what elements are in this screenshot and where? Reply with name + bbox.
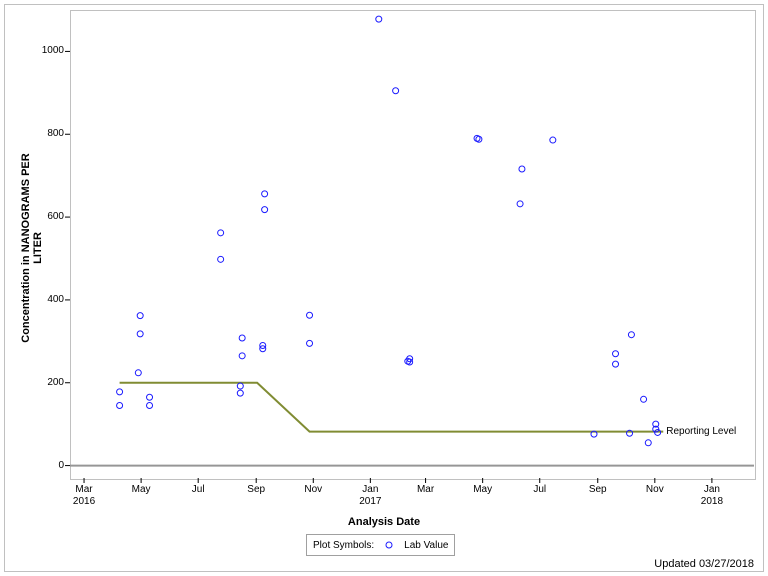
legend: Plot Symbols: Lab Value	[306, 534, 455, 556]
x-tick-label: Nov	[293, 484, 333, 495]
data-point	[137, 331, 143, 337]
x-tick-sublabel: 2018	[692, 496, 732, 507]
y-axis-label: Concentration in NANOGRAMS PER LITER	[20, 138, 44, 358]
y-tick-label: 600	[24, 211, 64, 222]
data-point	[135, 370, 141, 376]
data-point	[218, 230, 224, 236]
x-tick-label: Jul	[520, 484, 560, 495]
data-point	[218, 256, 224, 262]
data-point	[393, 88, 399, 94]
x-tick-label: Jul	[178, 484, 218, 495]
data-point	[147, 403, 153, 409]
y-tick-label: 1000	[24, 45, 64, 56]
x-tick-label: Mar	[406, 484, 446, 495]
data-point	[613, 351, 619, 357]
y-tick-label: 0	[24, 460, 64, 471]
chart-container: Concentration in NANOGRAMS PER LITER Ana…	[0, 0, 768, 576]
data-point	[239, 353, 245, 359]
legend-item-label: Lab Value	[404, 540, 448, 551]
updated-text: Updated 03/27/2018	[654, 558, 754, 570]
data-point	[117, 403, 123, 409]
x-tick-label: Jan	[350, 484, 390, 495]
reporting-level-label: Reporting Level	[666, 426, 736, 437]
data-point	[262, 191, 268, 197]
data-point	[519, 166, 525, 172]
data-point	[237, 390, 243, 396]
x-tick-label: Jan	[692, 484, 732, 495]
data-point	[613, 361, 619, 367]
data-point	[239, 335, 245, 341]
data-point	[307, 340, 313, 346]
data-point	[237, 383, 243, 389]
data-point	[550, 137, 556, 143]
legend-marker	[382, 538, 396, 552]
x-tick-label: May	[121, 484, 161, 495]
data-point	[307, 312, 313, 318]
x-tick-sublabel: 2016	[64, 496, 104, 507]
x-axis-label: Analysis Date	[0, 516, 768, 528]
y-tick-label: 800	[24, 128, 64, 139]
data-point	[517, 201, 523, 207]
x-tick-label: Sep	[578, 484, 618, 495]
y-tick-label: 400	[24, 294, 64, 305]
data-point	[628, 332, 634, 338]
x-tick-label: Sep	[236, 484, 276, 495]
reference-line	[120, 383, 664, 432]
x-tick-label: Mar	[64, 484, 104, 495]
data-point	[147, 394, 153, 400]
data-point	[641, 396, 647, 402]
data-point	[137, 313, 143, 319]
data-point	[262, 207, 268, 213]
x-tick-label: Nov	[635, 484, 675, 495]
y-tick-label: 200	[24, 377, 64, 388]
data-point	[117, 389, 123, 395]
legend-title: Plot Symbols:	[313, 540, 374, 551]
data-point	[645, 440, 651, 446]
x-tick-label: May	[463, 484, 503, 495]
data-point	[376, 16, 382, 22]
x-tick-sublabel: 2017	[350, 496, 390, 507]
